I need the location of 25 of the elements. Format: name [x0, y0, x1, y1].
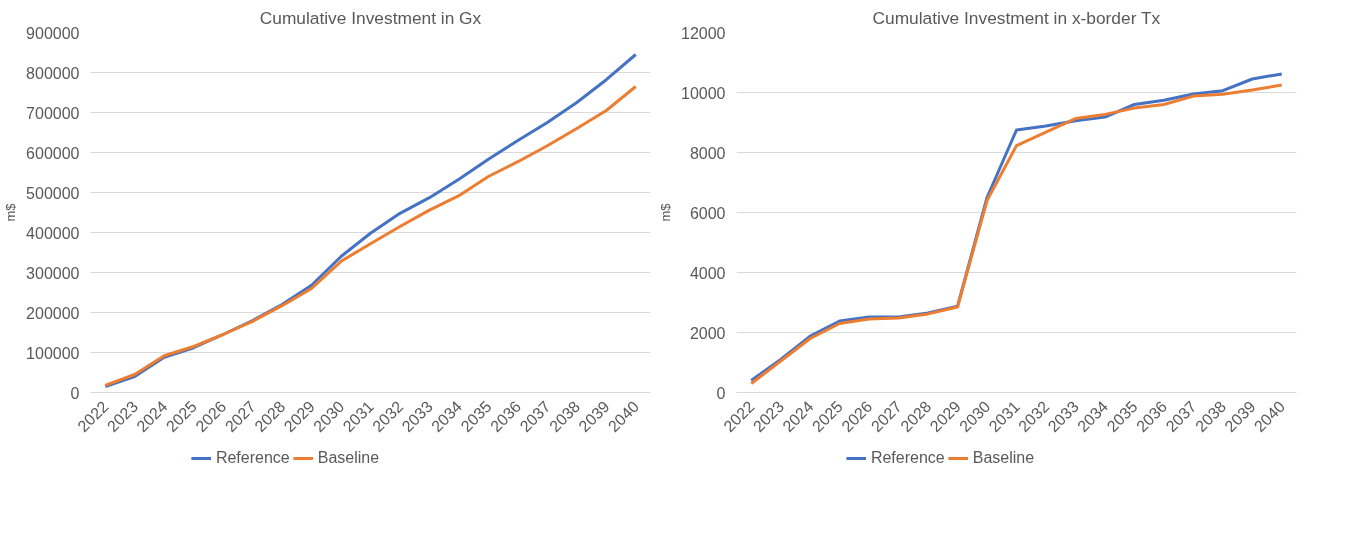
y-tick-label: 4000 — [689, 264, 726, 282]
y-tick-label: 600000 — [26, 144, 80, 162]
y-tick-label: 2000 — [689, 324, 726, 342]
y-tick-label: 400000 — [26, 224, 80, 242]
y-axis-title: m$ — [3, 202, 19, 222]
y-tick-label: 6000 — [689, 204, 726, 222]
y-axis-title: m$ — [658, 202, 674, 222]
y-tick-label: 800000 — [26, 64, 80, 82]
y-tick-label: 100000 — [26, 344, 80, 362]
chart-title: Cumulative Investment in x-border Tx — [872, 7, 1161, 28]
legend-label: Baseline — [317, 449, 380, 467]
y-tick-label: 900000 — [26, 24, 80, 42]
y-tick-label: 0 — [70, 384, 80, 402]
legend-label: Baseline — [972, 449, 1035, 467]
chart-title: Cumulative Investment in Gx — [259, 7, 482, 28]
y-tick-label: 8000 — [689, 144, 726, 162]
y-tick-label: 200000 — [26, 304, 80, 322]
y-tick-label: 12000 — [681, 24, 726, 42]
y-tick-label: 500000 — [26, 184, 80, 202]
legend-label: Reference — [870, 449, 945, 467]
y-tick-label: 700000 — [26, 104, 80, 122]
y-tick-label: 10000 — [681, 84, 726, 102]
y-tick-label: 0 — [716, 384, 726, 402]
y-tick-label: 300000 — [26, 264, 80, 282]
legend-label: Reference — [215, 449, 290, 467]
